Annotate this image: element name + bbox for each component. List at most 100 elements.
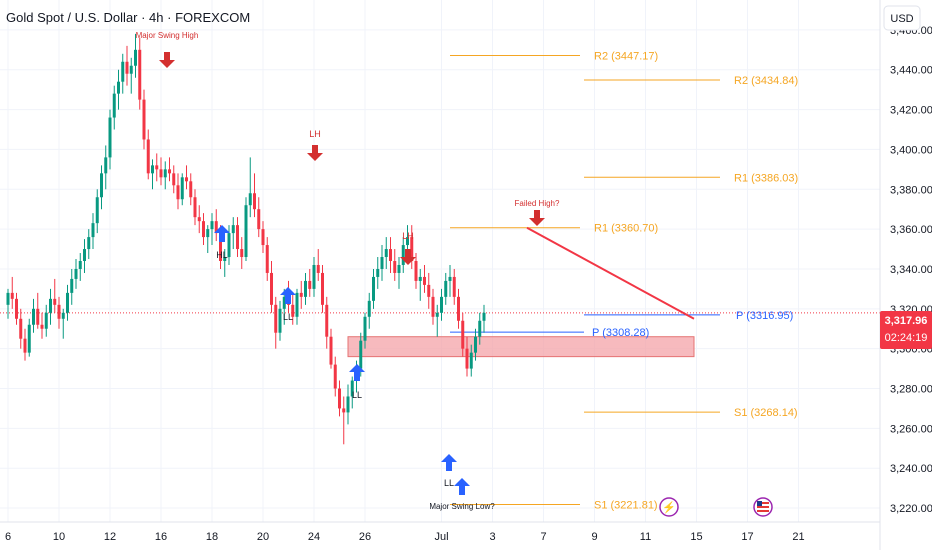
candle-body <box>380 257 384 269</box>
candle <box>83 239 86 273</box>
annotation-label: Failed High? <box>515 199 560 208</box>
grid-layer <box>0 0 880 522</box>
candle-body <box>36 308 40 325</box>
candle-body <box>219 233 222 261</box>
candle <box>384 237 388 269</box>
x-tick-label: Jul <box>434 531 448 543</box>
annotation-label: LL <box>283 312 293 322</box>
x-tick-label: 18 <box>206 531 218 543</box>
candle-body <box>312 264 316 289</box>
candle <box>193 189 197 226</box>
candle <box>474 328 477 361</box>
arrow-up-icon <box>446 462 452 471</box>
candle-body <box>465 348 469 369</box>
candle <box>346 384 350 425</box>
candle <box>214 209 218 242</box>
candle <box>117 69 120 110</box>
candle-body <box>248 193 252 206</box>
candle <box>325 296 329 349</box>
candle <box>61 308 65 339</box>
candle-body <box>15 298 18 319</box>
lightning-event-icon[interactable]: ⚡ <box>659 497 679 517</box>
candle <box>57 296 61 329</box>
candle <box>32 298 35 333</box>
time-axis: 6 10 12 16 18 20 24 26 Jul 3 7 9 11 15 17 21 <box>5 531 805 543</box>
y-tick-label: 3,440.00 <box>890 65 932 77</box>
candle <box>129 57 133 94</box>
candle <box>70 268 74 305</box>
candle-body <box>240 249 244 258</box>
currency-button[interactable] <box>883 5 921 31</box>
candle-body <box>448 276 452 281</box>
candle <box>291 292 295 325</box>
candle-body <box>49 298 52 313</box>
arrow-up-icon <box>214 225 230 233</box>
level-layer: R2 (3447.17) R2 (3434.84) R1 (3386.03) R1 (… <box>450 50 798 511</box>
candle <box>389 237 392 273</box>
candle-body <box>295 292 299 317</box>
x-tick-label: 24 <box>308 531 320 543</box>
candle <box>227 225 231 265</box>
us-flag-event-icon[interactable] <box>753 497 773 517</box>
candle-body <box>214 221 218 234</box>
candle-body <box>397 264 401 273</box>
candle <box>168 157 171 182</box>
candle-body <box>316 264 320 273</box>
candle-body <box>61 312 65 319</box>
candle <box>125 45 129 86</box>
chart-title: Gold Spot / U.S. Dollar · 4h · FOREXCOM <box>6 10 250 25</box>
x-tick-label: 6 <box>5 531 11 543</box>
candle-body <box>155 165 159 170</box>
candle-body <box>163 169 167 178</box>
candle-body <box>193 197 197 218</box>
candle <box>23 328 27 361</box>
candle-body <box>418 276 422 281</box>
arrow-down-icon <box>405 249 411 257</box>
candle-body <box>461 320 465 349</box>
candle-body <box>168 169 171 174</box>
candle <box>431 288 435 325</box>
candle-body <box>146 139 150 174</box>
arrow-down-icon <box>164 52 170 60</box>
up-arrow-annotation: Major Swing Low? <box>429 478 495 511</box>
candle <box>66 284 69 321</box>
up-arrow-annotation: LL <box>441 454 457 488</box>
annotation-label: Major Swing Low? <box>429 502 495 511</box>
arrow-up-icon <box>219 233 225 242</box>
candle <box>393 249 397 281</box>
x-tick-label: 9 <box>591 531 597 543</box>
pivot-level-label: S1 (3221.81) <box>594 499 658 511</box>
candle-body <box>427 284 431 297</box>
candle-body <box>23 338 27 353</box>
candle <box>278 300 282 341</box>
candle <box>15 292 18 325</box>
candle-body <box>74 268 78 279</box>
candle <box>10 276 14 309</box>
candle <box>223 249 227 277</box>
y-tick-label: 3,280.00 <box>890 384 932 396</box>
candle <box>206 225 210 254</box>
candle <box>265 237 269 281</box>
candle <box>448 264 452 297</box>
arrow-up-icon <box>349 364 365 372</box>
candle <box>414 253 418 289</box>
x-tick-label: 3 <box>489 531 495 543</box>
pivot-level-label: P (3308.28) <box>592 327 649 339</box>
candle <box>312 257 316 297</box>
y-tick-label: 3,420.00 <box>890 105 932 117</box>
candle-body <box>299 292 303 297</box>
current-price: 3,317.96 <box>885 315 928 327</box>
zone-layer <box>0 312 880 358</box>
y-tick-label: 3,260.00 <box>890 423 932 435</box>
y-tick-label: 3,380.00 <box>890 184 932 196</box>
candle-body <box>452 276 456 297</box>
candle-body <box>274 304 278 333</box>
candle <box>410 225 414 269</box>
candle <box>240 237 244 269</box>
candle <box>44 304 48 337</box>
arrow-up-icon <box>354 372 360 381</box>
arrow-up-icon <box>459 486 465 495</box>
pivot-level-label: R2 (3434.84) <box>734 75 798 87</box>
